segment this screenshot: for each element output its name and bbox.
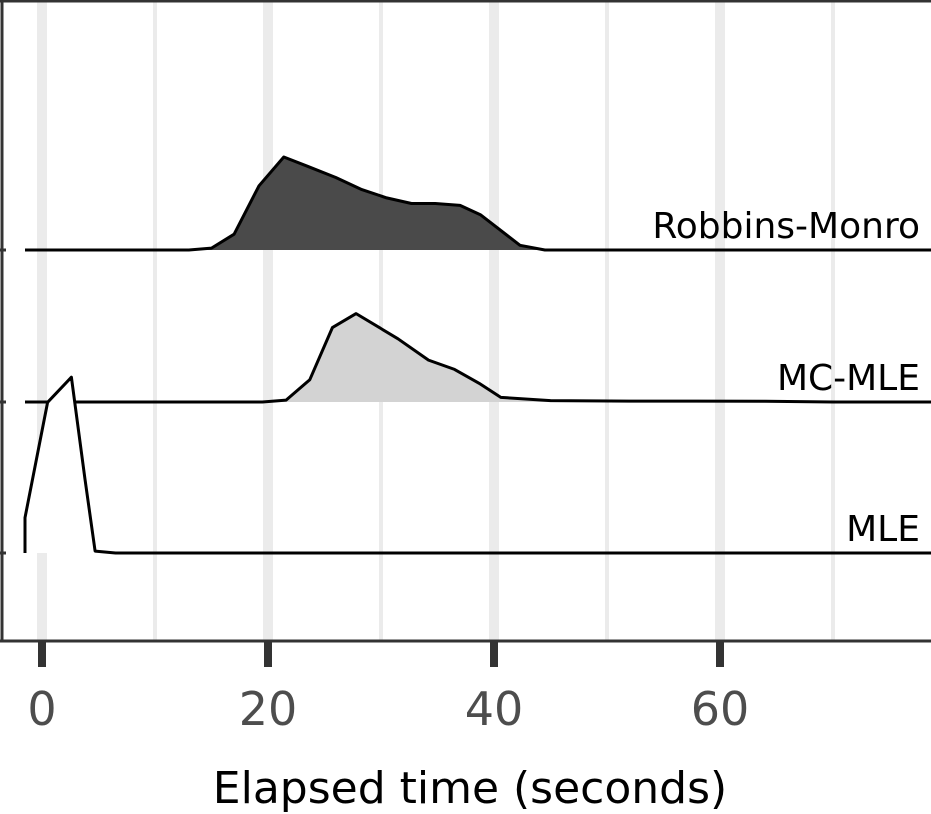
minor-grid-lines: [153, 0, 835, 641]
ridge-fill-2: [25, 377, 116, 553]
ridge-fill-1: [262, 313, 833, 402]
ridge-robbins-monro: Robbins-Monro: [0, 155, 931, 252]
ridge-mle: MLE: [0, 375, 931, 555]
x-ticks: [38, 641, 724, 667]
series-label-2: MLE: [846, 509, 920, 550]
x-tick-label-3: 60: [691, 682, 750, 736]
ridge-outline-2: [23, 375, 931, 555]
series-label-1: MC-MLE: [777, 358, 920, 399]
x-tick-label-2: 40: [465, 682, 524, 736]
ridge-mc-mle: MC-MLE: [0, 312, 931, 404]
x-tick-labels: 0 20 40 60: [27, 682, 749, 736]
x-axis-title: Elapsed time (seconds): [213, 763, 727, 814]
series-label-0: Robbins-Monro: [652, 206, 920, 247]
ridge-outline-0: [25, 155, 931, 252]
ridges: Robbins-Monro MC-MLE MLE: [0, 155, 931, 555]
x-tick-label-0: 0: [27, 682, 56, 736]
x-tick-label-1: 20: [239, 682, 298, 736]
ridge-fill-0: [188, 157, 545, 250]
ridge-outline-1: [25, 312, 931, 404]
